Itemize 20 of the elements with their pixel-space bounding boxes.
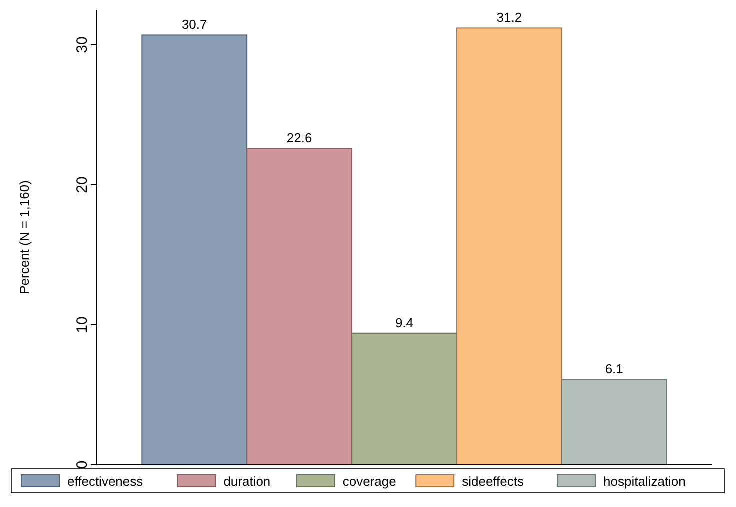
legend-label: coverage (342, 474, 396, 489)
bar (456, 28, 562, 466)
bar (142, 34, 248, 466)
y-tick-label: 20 (74, 176, 91, 194)
data-label: 6.1 (605, 362, 624, 377)
data-label: 30.7 (182, 17, 208, 32)
legend-label: effectiveness (68, 474, 144, 489)
bar (352, 332, 458, 466)
bar (246, 148, 353, 466)
y-tick-label: 0 (74, 460, 91, 470)
y-tick-label: 10 (74, 316, 91, 334)
data-label: 31.2 (496, 10, 522, 26)
bar (561, 379, 668, 466)
data-label: 9.4 (395, 315, 414, 330)
data-label: 22.6 (286, 130, 312, 146)
y-axis-title: Percent (N = 1,160) (17, 180, 32, 294)
legend-label: duration (224, 474, 271, 489)
y-tick-label: 30 (74, 36, 91, 54)
legend-label: hospitalization (604, 474, 686, 489)
legend-label: sideeffects (462, 474, 525, 489)
